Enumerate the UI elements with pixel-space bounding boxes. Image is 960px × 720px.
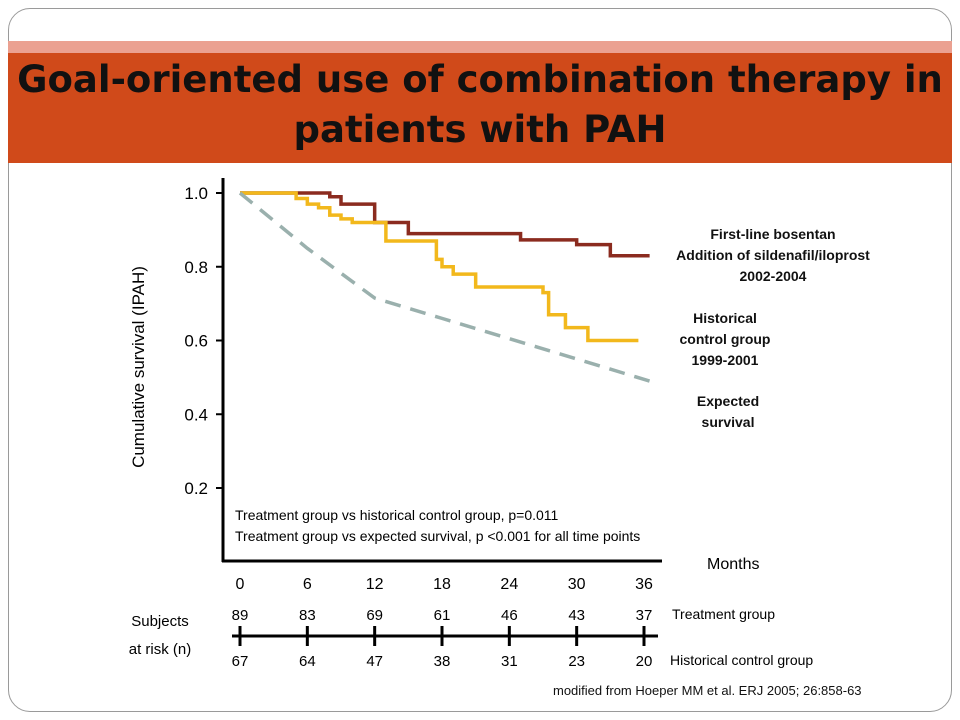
y-tick-label: 0.6: [184, 332, 208, 351]
series-line-2: [240, 191, 639, 343]
x-axis-ticks: 0 6 12 18 24 30 36: [236, 576, 653, 593]
x-tick-label: 12: [366, 576, 384, 593]
at-risk-value: 83: [299, 607, 316, 624]
x-axis-label: Months: [707, 556, 759, 573]
at-risk-value: 61: [434, 607, 451, 624]
p-value-annotation: Treatment group vs expected survival, p …: [235, 528, 640, 544]
y-tick-label: 0.4: [184, 405, 208, 424]
legend-label-3: survival: [702, 414, 755, 430]
chart-annotations: Treatment group vs historical control gr…: [235, 507, 640, 544]
series-line-1: [240, 191, 650, 258]
series-line-3: [238, 191, 651, 383]
x-tick-label: 24: [500, 576, 518, 593]
legend-label-2: control group: [680, 331, 771, 347]
at-risk-value: 37: [636, 607, 653, 624]
y-axis-ticks: 1.0 0.8 0.6 0.4 0.2: [184, 184, 224, 498]
legend-label-3: Expected: [697, 393, 759, 409]
y-tick-label: 0.2: [184, 479, 208, 498]
at-risk-value: 47: [366, 653, 383, 670]
x-tick-label: 0: [236, 576, 245, 593]
x-tick-label: 30: [568, 576, 586, 593]
x-tick-label: 18: [433, 576, 451, 593]
x-tick-label: 6: [303, 576, 312, 593]
slide-title: Goal-oriented use of combination therapy…: [8, 55, 952, 155]
chart-legend: First-line bosentan Addition of sildenafi…: [676, 226, 870, 430]
legend-label-1: Addition of sildenafil/iloprost: [676, 247, 870, 263]
y-axis-label: Cumulative survival (IPAH): [129, 266, 148, 468]
at-risk-value: 89: [232, 607, 249, 624]
title-band-accent: [8, 41, 952, 53]
at-risk-value: 23: [568, 653, 585, 670]
at-risk-value: 69: [366, 607, 383, 624]
at-risk-table: Subjects at risk (n) 89 83 69 61 46 43 37 Treatme…: [129, 606, 814, 670]
at-risk-title: Subjects: [131, 613, 189, 630]
x-tick-label: 36: [635, 576, 653, 593]
legend-label-2: Historical: [693, 310, 757, 326]
y-tick-label: 0.8: [184, 258, 208, 277]
at-risk-row-label: Historical control group: [670, 652, 813, 668]
legend-label-1: 2002-2004: [740, 268, 807, 284]
at-risk-value: 46: [501, 607, 518, 624]
at-risk-value: 67: [232, 653, 249, 670]
chart-axes: Months Cumulative survival (IPAH): [129, 178, 759, 573]
slide-title-line-1: Goal-oriented use of combination therapy…: [17, 58, 943, 101]
source-citation: modified from Hoeper MM et al. ERJ 2005;…: [553, 683, 862, 698]
legend-label-2: 1999-2001: [692, 352, 759, 368]
at-risk-value: 43: [568, 607, 585, 624]
chart-series: [238, 191, 651, 383]
y-tick-label: 1.0: [184, 184, 208, 203]
at-risk-value: 64: [299, 653, 316, 670]
legend-label-1: First-line bosentan: [710, 226, 835, 242]
title-band: [8, 53, 952, 163]
at-risk-row-label: Treatment group: [672, 606, 775, 622]
slide-title-line-2: patients with PAH: [293, 108, 667, 151]
at-risk-subtitle: at risk (n): [129, 641, 192, 658]
at-risk-value: 20: [636, 653, 653, 670]
at-risk-value: 38: [434, 653, 451, 670]
p-value-annotation: Treatment group vs historical control gr…: [235, 507, 559, 523]
at-risk-value: 31: [501, 653, 518, 670]
